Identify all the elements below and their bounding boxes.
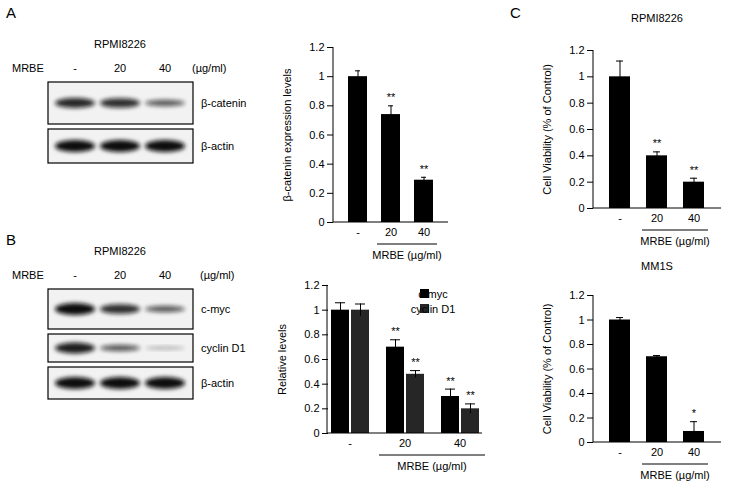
svg-text:-: - <box>73 62 77 74</box>
svg-text:1: 1 <box>578 70 584 82</box>
svg-text:(µg/ml): (µg/ml) <box>200 269 234 281</box>
svg-text:20: 20 <box>114 269 126 281</box>
svg-text:0: 0 <box>318 216 324 228</box>
svg-text:-: - <box>348 437 352 449</box>
svg-text:MRBE (µg/ml): MRBE (µg/ml) <box>397 460 466 472</box>
svg-text:A: A <box>6 4 16 21</box>
svg-text:MRBE (µg/ml): MRBE (µg/ml) <box>640 235 709 247</box>
svg-text:Cell Viability (% of Control): Cell Viability (% of Control) <box>541 304 553 435</box>
svg-text:MRBE: MRBE <box>12 62 44 74</box>
svg-text:40: 40 <box>159 62 171 74</box>
svg-text:0.4: 0.4 <box>569 149 584 161</box>
svg-text:MRBE (µg/ml): MRBE (µg/ml) <box>640 469 709 481</box>
svg-text:0.2: 0.2 <box>304 402 319 414</box>
svg-text:Cell Viability (% of Control): Cell Viability (% of Control) <box>541 64 553 195</box>
svg-text:cyclin D1: cyclin D1 <box>411 303 456 315</box>
svg-text:-: - <box>618 212 622 224</box>
svg-text:RPMI8226: RPMI8226 <box>94 245 146 257</box>
svg-text:0.4: 0.4 <box>309 158 324 170</box>
svg-text:RPMI8226: RPMI8226 <box>94 38 146 50</box>
svg-text:*: * <box>692 407 697 419</box>
svg-text:c-myc: c-myc <box>418 288 448 300</box>
svg-text:-: - <box>618 446 622 458</box>
svg-text:0.2: 0.2 <box>569 412 584 424</box>
svg-text:0.2: 0.2 <box>309 187 324 199</box>
svg-text:40: 40 <box>688 446 700 458</box>
svg-text:RPMI8226: RPMI8226 <box>631 12 683 24</box>
svg-text:1.2: 1.2 <box>304 279 319 291</box>
svg-text:β-catenin expression levels: β-catenin expression levels <box>281 68 293 201</box>
svg-text:0.2: 0.2 <box>569 176 584 188</box>
svg-text:0.8: 0.8 <box>569 338 584 350</box>
svg-text:40: 40 <box>688 212 700 224</box>
svg-text:(µg/ml): (µg/ml) <box>192 62 226 74</box>
svg-text:0: 0 <box>578 436 584 448</box>
svg-text:β-actin: β-actin <box>201 140 234 152</box>
svg-text:0.6: 0.6 <box>309 129 324 141</box>
svg-text:0: 0 <box>578 202 584 214</box>
svg-text:1: 1 <box>578 314 584 326</box>
svg-text:**: ** <box>420 163 429 175</box>
svg-text:**: ** <box>391 325 400 337</box>
svg-text:20: 20 <box>651 446 663 458</box>
svg-text:1.2: 1.2 <box>309 41 324 53</box>
svg-text:1: 1 <box>318 70 324 82</box>
svg-text:**: ** <box>446 375 455 387</box>
svg-text:c-myc: c-myc <box>201 303 231 315</box>
svg-text:**: ** <box>411 356 420 368</box>
svg-text:20: 20 <box>399 437 411 449</box>
svg-text:-: - <box>356 226 360 238</box>
svg-text:0.8: 0.8 <box>304 328 319 340</box>
svg-text:MM1S: MM1S <box>641 260 673 272</box>
svg-text:0.4: 0.4 <box>304 378 319 390</box>
svg-text:MRBE (µg/ml): MRBE (µg/ml) <box>372 249 441 261</box>
svg-text:β-actin: β-actin <box>201 377 234 389</box>
svg-text:0.4: 0.4 <box>569 387 584 399</box>
svg-text:20: 20 <box>651 212 663 224</box>
svg-text:MRBE: MRBE <box>12 269 44 281</box>
svg-text:40: 40 <box>159 269 171 281</box>
svg-text:40: 40 <box>418 226 430 238</box>
svg-text:cyclin D1: cyclin D1 <box>201 342 246 354</box>
svg-text:0.8: 0.8 <box>569 97 584 109</box>
svg-text:-: - <box>73 269 77 281</box>
svg-text:**: ** <box>466 389 475 401</box>
svg-text:0.6: 0.6 <box>569 123 584 135</box>
svg-text:1: 1 <box>313 304 319 316</box>
svg-text:**: ** <box>387 91 396 103</box>
svg-text:1.2: 1.2 <box>569 44 584 56</box>
svg-text:B: B <box>6 231 16 248</box>
svg-text:0.6: 0.6 <box>569 363 584 375</box>
svg-text:Relative levels: Relative levels <box>276 324 288 395</box>
svg-text:0.6: 0.6 <box>304 353 319 365</box>
svg-text:C: C <box>510 4 521 21</box>
svg-text:0.8: 0.8 <box>309 99 324 111</box>
svg-text:**: ** <box>653 137 662 149</box>
svg-text:**: ** <box>690 164 699 176</box>
svg-text:1.2: 1.2 <box>569 289 584 301</box>
svg-text:0: 0 <box>313 427 319 439</box>
svg-text:20: 20 <box>114 62 126 74</box>
svg-text:20: 20 <box>385 226 397 238</box>
svg-text:β-catenin: β-catenin <box>201 97 246 109</box>
svg-text:40: 40 <box>454 437 466 449</box>
